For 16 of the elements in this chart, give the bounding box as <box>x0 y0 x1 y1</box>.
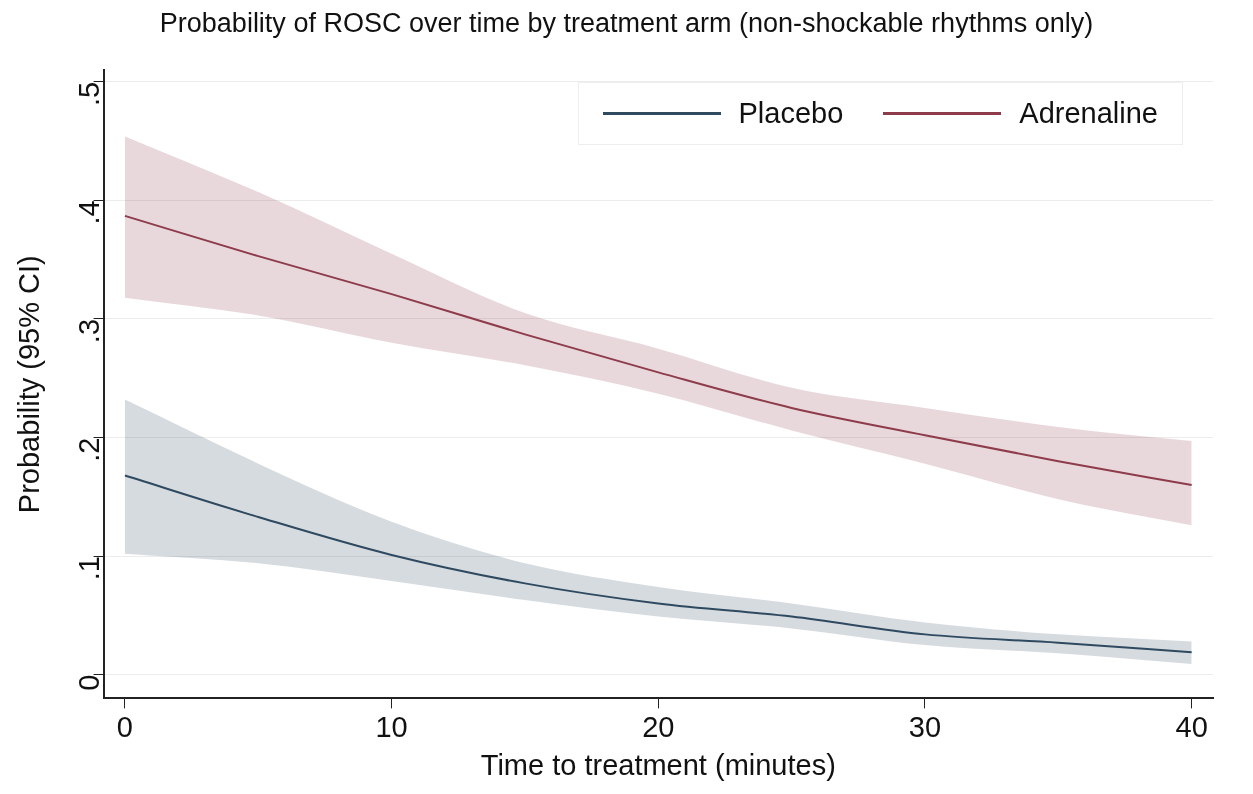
x-tick-label: 20 <box>642 710 675 743</box>
x-tick-label: 10 <box>375 710 408 743</box>
x-tick-label: 40 <box>1175 710 1208 743</box>
x-axis-title: Time to treatment (minutes) <box>480 748 836 781</box>
y-axis-title: Probability (95% CI) <box>13 255 46 514</box>
x-tick-label: 0 <box>116 710 133 743</box>
legend-label: Adrenaline <box>1019 97 1158 130</box>
y-tick-label: 0 <box>72 674 105 691</box>
legend-label: Placebo <box>738 97 844 130</box>
y-tick-label: .5 <box>72 81 105 107</box>
y-tick-label: .4 <box>72 200 105 225</box>
y-tick-label: .2 <box>72 437 105 462</box>
chart-title: Probability of ROSC over time by treatment arm (non-shockable rhythms only) <box>158 8 1095 39</box>
x-tick-label: 30 <box>908 710 942 743</box>
y-tick-label: .3 <box>72 318 105 344</box>
y-tick-label: .1 <box>72 556 105 581</box>
